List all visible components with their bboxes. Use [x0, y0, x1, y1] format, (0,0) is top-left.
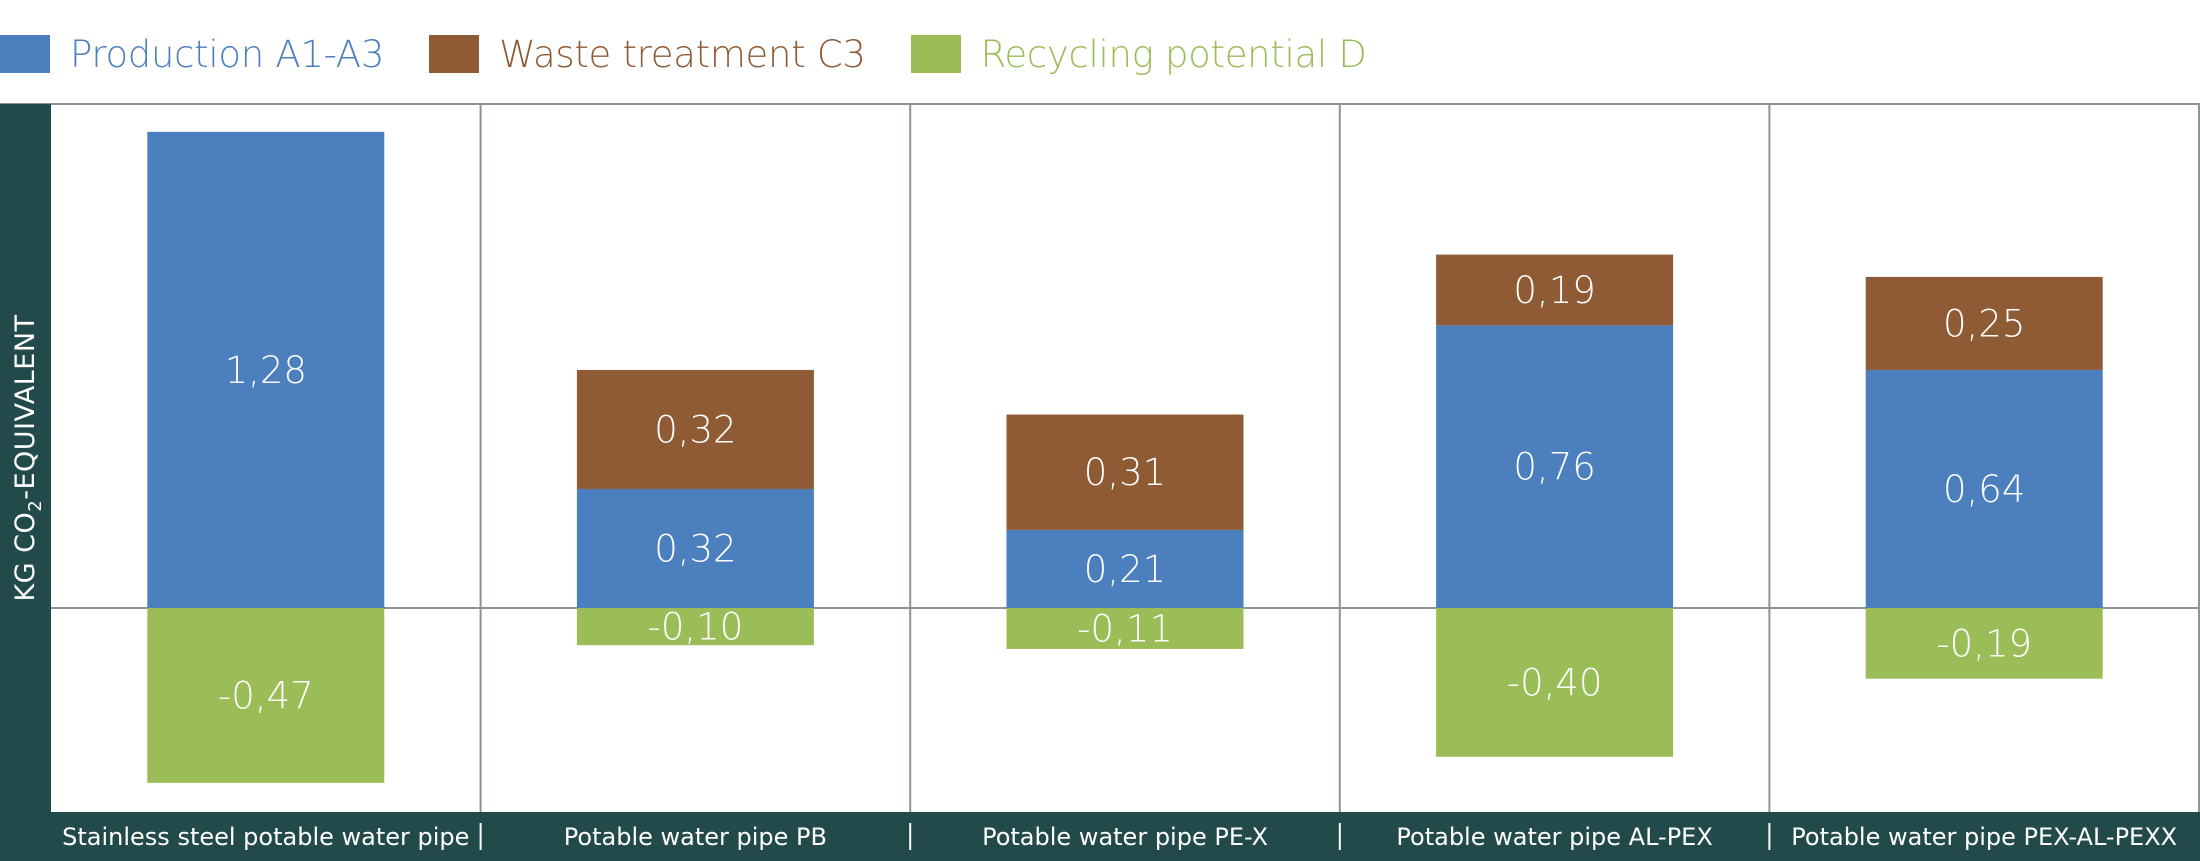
data-label-production: 1,28	[225, 349, 307, 392]
data-label-production: 0,64	[1943, 468, 2025, 511]
legend-swatch-waste	[429, 35, 480, 73]
data-label-waste: 0,25	[1943, 302, 2025, 345]
bar-recycling	[1006, 608, 1244, 649]
y-axis-label: KG CO2-EQUIVALENT	[10, 314, 46, 601]
bar-production	[576, 488, 814, 608]
y-axis-band	[0, 104, 51, 861]
category-label: Potable water pipe PB	[564, 823, 827, 851]
legend-item-production: Production A1-A3	[0, 33, 384, 76]
bar-recycling	[1436, 608, 1674, 757]
data-label-production: 0,21	[1084, 548, 1166, 591]
bar-recycling	[576, 608, 814, 646]
category-label: Potable water pipe AL-PEX	[1396, 823, 1712, 851]
bar-waste	[1006, 414, 1244, 530]
legend-swatch-recycling	[910, 35, 961, 73]
data-label-recycling: -0,47	[218, 674, 314, 717]
x-axis-band	[0, 812, 2200, 861]
legend-label-production: Production A1-A3	[70, 32, 385, 76]
legend-label-recycling: Recycling potential D	[980, 32, 1367, 76]
legend-label-waste: Waste treatment C3	[499, 32, 866, 76]
bar-waste	[576, 369, 814, 489]
bar-recycling	[1865, 608, 2103, 679]
bar-production	[147, 131, 385, 608]
legend-item-recycling: Recycling potential D	[910, 32, 1367, 76]
category-label-group: Stainless steel potable water pipe Potabl…	[62, 823, 2177, 851]
bar-production	[1006, 529, 1244, 608]
legend-item-waste: Waste treatment C3	[429, 33, 866, 76]
bar-production	[1436, 325, 1674, 608]
data-label-recycling: -0,11	[1077, 607, 1173, 650]
chart-legend: Production A1-A3 Waste treatment C3 Recy…	[0, 24, 1412, 84]
data-label-recycling: -0,19	[1936, 622, 2032, 665]
legend-swatch-production	[0, 35, 50, 73]
data-label-waste: 0,31	[1084, 451, 1166, 494]
bar-group	[147, 131, 2103, 783]
bar-waste	[1865, 276, 2103, 370]
bar-waste	[1436, 254, 1674, 326]
bar-production	[1865, 369, 2103, 608]
data-label-production: 0,76	[1513, 446, 1595, 489]
category-label: Stainless steel potable water pipe	[62, 823, 469, 851]
value-label-group: 1,28 -0,47 0,32 0,32 -0,10 0,21 0,31 -0,11 0,76 0…	[218, 269, 2032, 717]
panel-dividers	[479, 104, 1771, 850]
category-label: Potable water pipe PEX-AL-PEXX	[1791, 823, 2177, 851]
bar-recycling	[147, 608, 385, 783]
data-label-recycling: -0,10	[648, 606, 744, 649]
data-label-waste: 0,19	[1513, 269, 1595, 312]
category-label: Potable water pipe PE-X	[982, 823, 1268, 851]
data-label-recycling: -0,40	[1507, 661, 1603, 704]
data-label-waste: 0,32	[654, 408, 736, 451]
data-label-production: 0,32	[654, 527, 736, 570]
